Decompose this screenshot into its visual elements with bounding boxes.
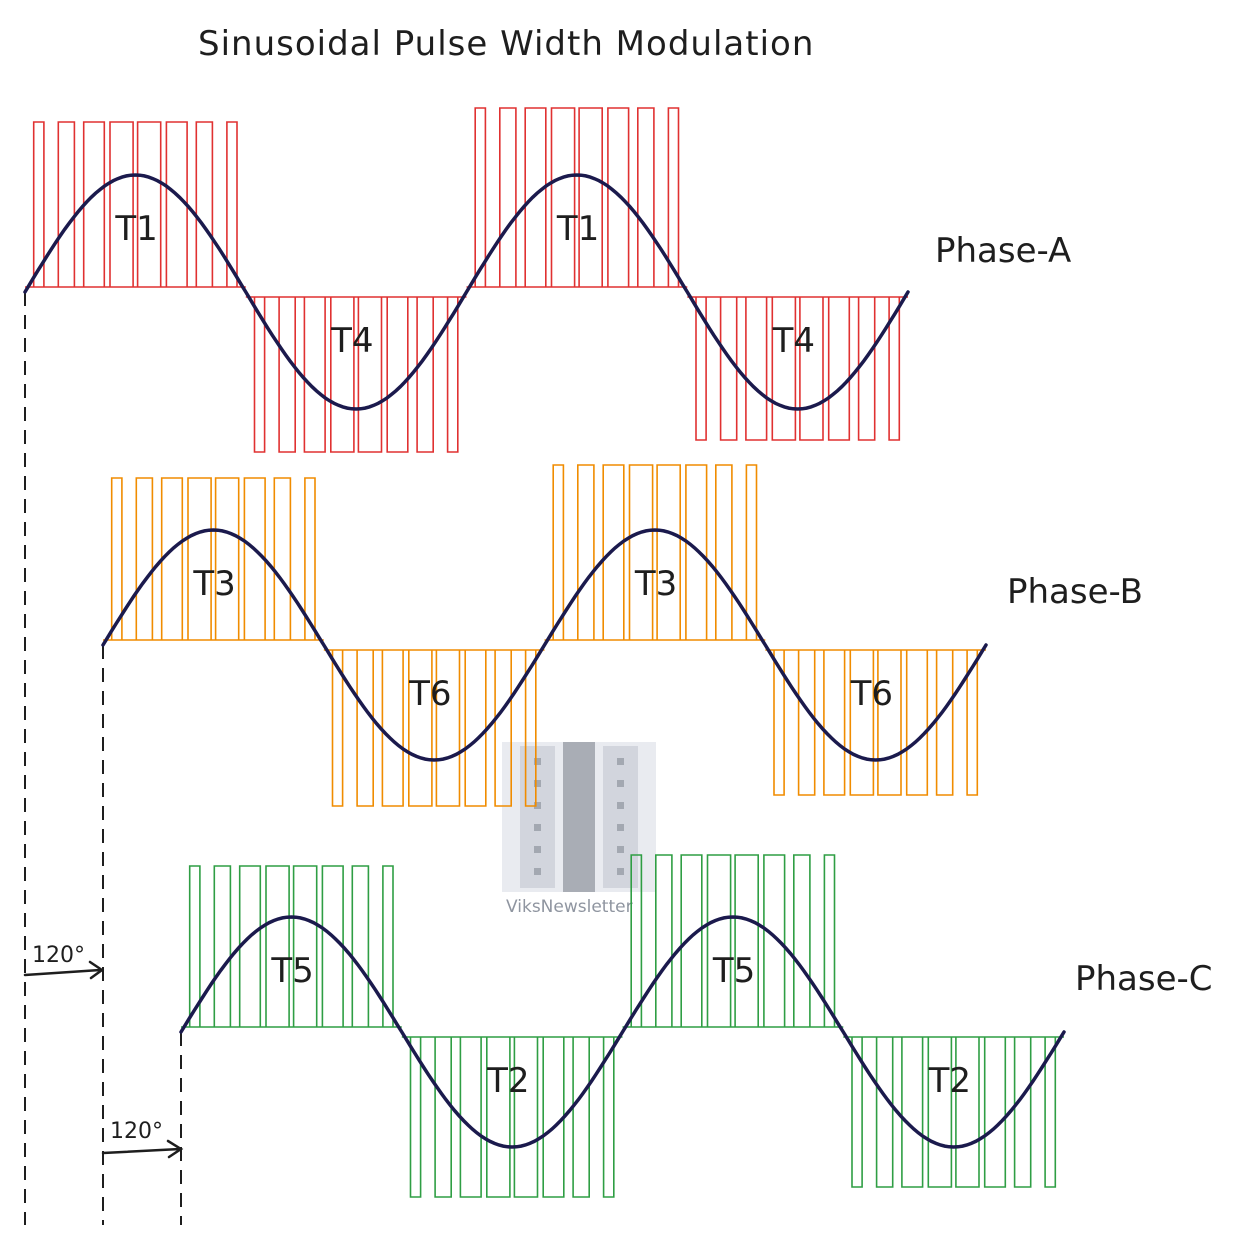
phase-waveforms: T1 T4 T1 T4 Phase-A T3 T6 T3 T6 Phase-B T5 T2 T5 T2 Ph…	[23, 107, 1213, 1198]
phase-b-negative-switch-label: T6	[408, 674, 451, 714]
phase-c-waveform: T5 T2 T5 T2 Phase-C	[179, 854, 1213, 1198]
phase-c-negative-switch-label: T2	[486, 1061, 529, 1101]
phase-shift-arrowhead-1	[88, 960, 105, 980]
phase-c-sine-reference	[179, 915, 1066, 1149]
phase-b-waveform: T3 T6 T3 T6 Phase-B	[101, 464, 1143, 807]
watermark: ViksNewsletter	[502, 742, 656, 917]
phase-a-positive-switch-label: T1	[556, 209, 599, 249]
phase-a-negative-switch-label: T4	[772, 321, 815, 361]
phase-shift-label-2: 120°	[110, 1119, 163, 1144]
inductor-icon	[502, 742, 656, 892]
phase-shift-arrowhead-2	[166, 1139, 184, 1159]
phase-a-label: Phase-A	[935, 231, 1071, 271]
phase-a-waveform: T1 T4 T1 T4 Phase-A	[23, 107, 1071, 453]
phase-c-pwm-pulses	[181, 854, 1064, 1198]
phase-b-label: Phase-B	[1007, 572, 1143, 612]
phase-b-pwm-pulses	[103, 464, 986, 807]
watermark-text: ViksNewsletter	[506, 897, 633, 917]
phase-c-label: Phase-C	[1075, 959, 1213, 999]
phase-b-sine-reference	[101, 528, 988, 762]
phase-b-positive-switch-label: T3	[192, 564, 235, 604]
phase-shift-label-1: 120°	[32, 943, 85, 968]
phase-a-pwm-pulses	[25, 107, 908, 453]
phase-a-negative-switch-label: T4	[330, 321, 373, 361]
phase-c-positive-switch-label: T5	[712, 951, 755, 991]
phase-b-positive-switch-label: T3	[634, 564, 677, 604]
phase-a-sine-reference	[23, 173, 910, 411]
phase-c-negative-switch-label: T2	[928, 1061, 971, 1101]
phase-c-positive-switch-label: T5	[270, 951, 313, 991]
phase-shift-arrow-2	[101, 1147, 182, 1155]
diagram-title: Sinusoidal Pulse Width Modulation	[198, 24, 814, 64]
phase-a-positive-switch-label: T1	[114, 209, 157, 249]
phase-b-negative-switch-label: T6	[850, 674, 893, 714]
phase-shift-arrow-1	[23, 968, 102, 977]
